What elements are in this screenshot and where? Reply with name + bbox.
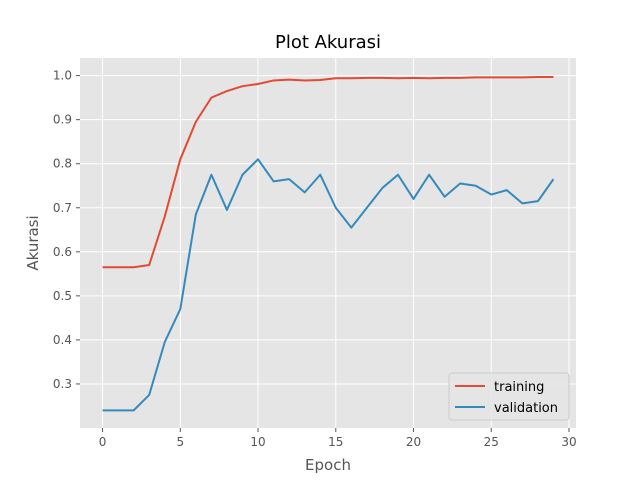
series-line-validation [102,158,555,412]
x-tick-label: 15 [328,435,343,449]
x-tick-label: 30 [561,435,576,449]
y-axis-label: Akurasi [24,215,42,270]
y-tick-label: 0.6 [53,245,72,259]
series-line-training [102,75,554,269]
y-tick-label: 0.8 [53,157,72,171]
y-tick-label: 0.9 [53,113,72,127]
y-tick-label: 1.0 [53,69,72,83]
y-tick-label: 0.3 [53,377,72,391]
series-lines [102,75,555,412]
x-tick-label: 25 [484,435,499,449]
x-tick-label: 20 [406,435,421,449]
y-tick-label: 0.7 [53,201,72,215]
x-axis-ticks: 0 5 10 15 20 25 30 [99,428,577,449]
y-tick-label: 0.4 [53,333,72,347]
legend-label-validation: validation [494,401,558,416]
legend: training validation [448,372,570,421]
y-tick-label: 0.5 [53,289,72,303]
x-tick-label: 0 [99,435,107,449]
legend-label-training: training [494,380,544,395]
x-tick-label: 5 [176,435,184,449]
x-axis-label: Epoch [305,456,351,474]
legend-box [448,372,570,421]
x-tick-label: 10 [250,435,265,449]
y-axis-ticks: 0.3 0.4 0.5 0.6 0.7 0.8 0.9 1.0 [53,69,80,391]
chart-title: Plot Akurasi [275,32,381,53]
grid-lines [80,58,576,428]
